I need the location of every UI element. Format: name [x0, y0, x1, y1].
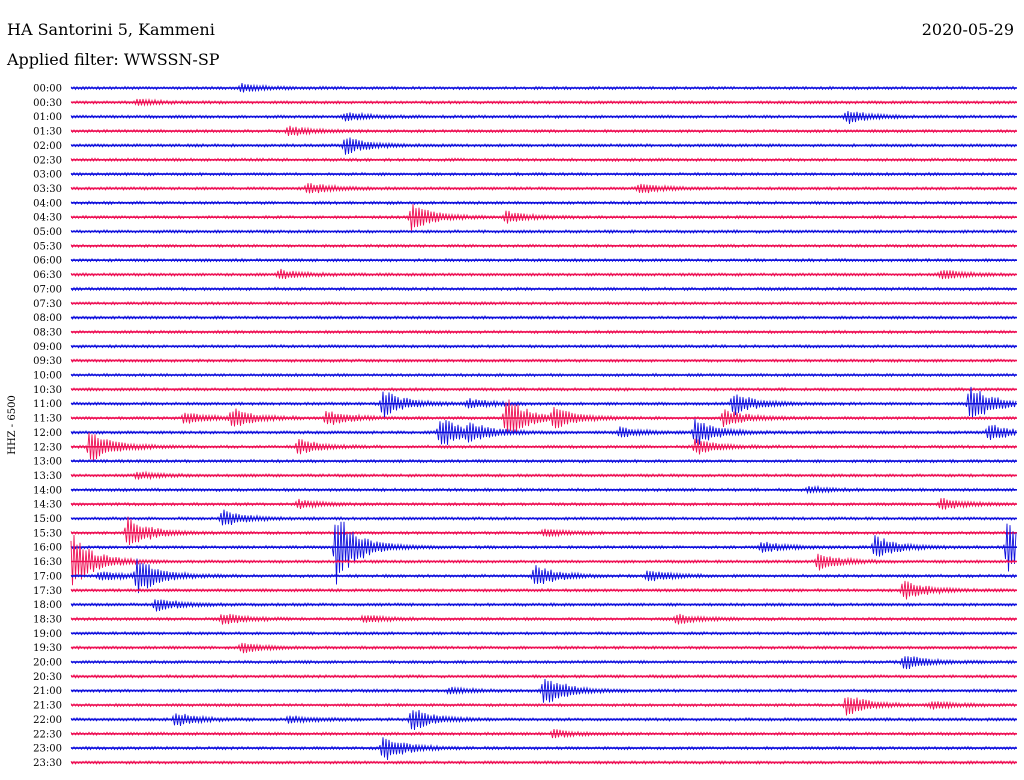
time-label-1330: 13:30 [33, 471, 62, 482]
time-label-1830: 18:30 [33, 614, 62, 625]
trace-0300 [70, 171, 1017, 177]
trace-1100 [70, 386, 1017, 418]
time-label-0600: 06:00 [33, 256, 62, 267]
time-label-2230: 22:30 [33, 729, 62, 740]
time-label-1530: 15:30 [33, 528, 62, 539]
trace-1330 [70, 470, 1017, 481]
trace-1230 [70, 432, 1017, 461]
trace-group [70, 83, 1017, 765]
trace-1530 [70, 516, 1017, 546]
time-label-0200: 02:00 [33, 141, 62, 152]
time-label-1600: 16:00 [33, 543, 62, 554]
trace-0600 [70, 257, 1017, 263]
time-label-2100: 21:00 [33, 686, 62, 697]
trace-1430 [70, 497, 1017, 510]
time-label-1030: 10:30 [33, 385, 62, 396]
trace-0230 [70, 157, 1017, 163]
trace-2200 [70, 709, 1017, 731]
time-label-1400: 14:00 [33, 485, 62, 496]
time-label-1930: 19:30 [33, 643, 62, 654]
time-label-0000: 00:00 [33, 84, 62, 95]
trace-1900 [70, 630, 1017, 636]
trace-0100 [70, 111, 1017, 125]
time-label-0700: 07:00 [33, 284, 62, 295]
trace-1730 [70, 580, 1017, 600]
date-label: 2020-05-29 [921, 20, 1014, 39]
time-label-2200: 22:00 [33, 715, 62, 726]
trace-1200 [70, 418, 1017, 445]
time-label-1900: 19:00 [33, 629, 62, 640]
time-label-1630: 16:30 [33, 557, 62, 568]
time-label-0500: 05:00 [33, 227, 62, 238]
trace-0830 [70, 329, 1017, 335]
time-label-0130: 01:30 [33, 127, 62, 138]
trace-2230 [70, 729, 1017, 739]
time-label-2030: 20:30 [33, 672, 62, 683]
time-label-0430: 04:30 [33, 213, 62, 224]
time-label-1200: 12:00 [33, 428, 62, 439]
time-label-2300: 23:00 [33, 744, 62, 755]
time-label-1300: 13:00 [33, 457, 62, 468]
trace-0930 [70, 358, 1017, 364]
time-label-0230: 02:30 [33, 155, 62, 166]
time-label-group: 00:00 00:30 01:00 01:30 02:00 02:30 03:00 03:30… [33, 84, 62, 769]
time-label-1430: 14:30 [33, 500, 62, 511]
trace-1830 [70, 613, 1017, 625]
time-label-1100: 11:00 [33, 399, 62, 410]
trace-1130 [70, 399, 1017, 433]
trace-2100 [70, 678, 1017, 703]
trace-2330 [70, 760, 1017, 765]
trace-1630 [70, 534, 1017, 586]
station-title: HA Santorini 5, Kammeni [7, 20, 215, 39]
time-label-2000: 20:00 [33, 658, 62, 669]
trace-1930 [70, 642, 1017, 654]
time-label-1700: 17:00 [33, 571, 62, 582]
trace-1500 [70, 509, 1017, 526]
trace-0000 [70, 83, 1017, 93]
time-label-1000: 10:00 [33, 371, 62, 382]
time-label-0100: 01:00 [33, 112, 62, 123]
time-label-1230: 12:30 [33, 442, 62, 453]
trace-1700 [70, 558, 1017, 594]
time-label-0630: 06:30 [33, 270, 62, 281]
time-label-0400: 04:00 [33, 198, 62, 209]
time-label-2330: 23:30 [33, 758, 62, 769]
trace-0900 [70, 343, 1017, 349]
time-label-1500: 15:00 [33, 514, 62, 525]
time-label-0800: 08:00 [33, 313, 62, 324]
trace-2000 [70, 656, 1017, 670]
filter-label: Applied filter: WWSSN-SP [7, 50, 220, 69]
time-label-0830: 08:30 [33, 327, 62, 338]
time-label-0030: 00:30 [33, 98, 62, 109]
trace-1600 [70, 521, 1017, 585]
time-label-1800: 18:00 [33, 600, 62, 611]
time-label-0900: 09:00 [33, 342, 62, 353]
time-label-1730: 17:30 [33, 586, 62, 597]
time-label-0330: 03:30 [33, 184, 62, 195]
channel-label: HHZ - 6500 [7, 395, 18, 455]
trace-1030 [70, 386, 1017, 392]
time-label-2130: 21:30 [33, 701, 62, 712]
trace-1400 [70, 484, 1017, 495]
time-label-0300: 03:00 [33, 170, 62, 181]
trace-0630 [70, 268, 1017, 280]
trace-0330 [70, 183, 1017, 194]
time-label-0930: 09:30 [33, 356, 62, 367]
time-label-0730: 07:30 [33, 299, 62, 310]
time-label-0530: 05:30 [33, 241, 62, 252]
trace-1800 [70, 599, 1017, 612]
time-label-1130: 11:30 [33, 414, 62, 425]
